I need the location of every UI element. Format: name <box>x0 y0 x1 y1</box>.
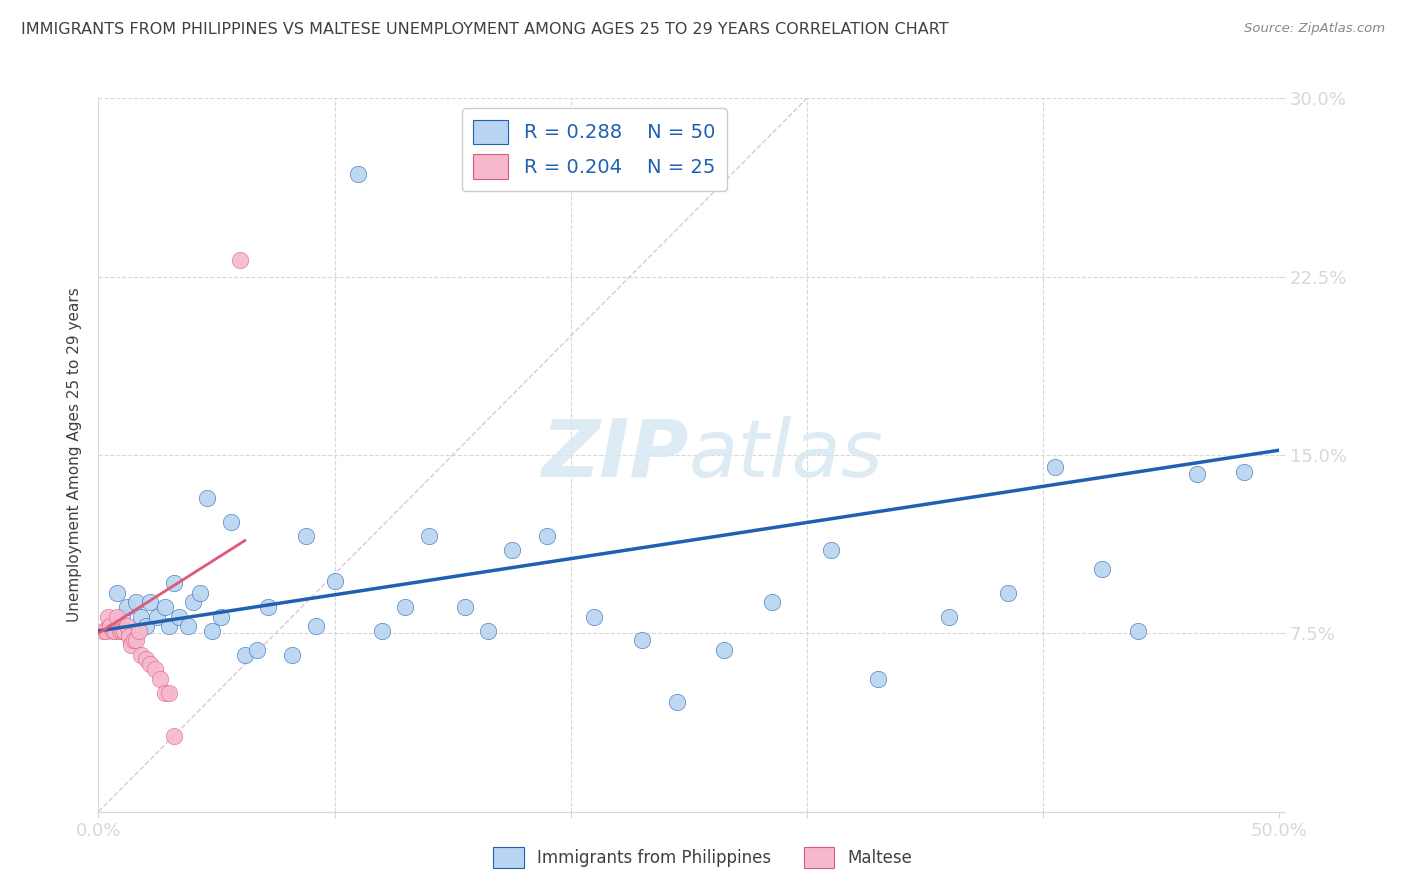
Point <box>157 619 180 633</box>
Point <box>129 648 152 662</box>
Point <box>129 609 152 624</box>
Legend: R = 0.288    N = 50, R = 0.204    N = 25: R = 0.288 N = 50, R = 0.204 N = 25 <box>461 108 727 191</box>
Point <box>118 629 141 643</box>
Point <box>195 491 218 505</box>
Point <box>1043 459 1066 474</box>
Point <box>153 686 176 700</box>
Y-axis label: Unemployment Among Ages 25 to 29 years: Unemployment Among Ages 25 to 29 years <box>66 287 82 623</box>
Point <box>713 643 735 657</box>
Point <box>108 624 131 638</box>
Point <box>153 600 176 615</box>
Point <box>938 609 960 624</box>
Point <box>233 648 256 662</box>
Point <box>163 729 186 743</box>
Point <box>105 586 128 600</box>
Point <box>128 624 150 638</box>
Point <box>115 600 138 615</box>
Point <box>125 595 148 609</box>
Point <box>219 515 242 529</box>
Point <box>630 633 652 648</box>
Point <box>305 619 328 633</box>
Point <box>1233 465 1256 479</box>
Point <box>111 609 134 624</box>
Text: atlas: atlas <box>689 416 884 494</box>
Point <box>347 167 370 181</box>
Point <box>135 619 157 633</box>
Text: ZIP: ZIP <box>541 416 689 494</box>
Point <box>91 624 114 638</box>
Point <box>121 633 143 648</box>
Point <box>125 633 148 648</box>
Point <box>115 619 138 633</box>
Point <box>501 543 523 558</box>
Point <box>167 609 190 624</box>
Point <box>122 633 145 648</box>
Point <box>453 600 475 615</box>
Point <box>866 672 889 686</box>
Point <box>201 624 224 638</box>
Point <box>111 624 134 638</box>
Point <box>181 595 204 609</box>
Point <box>139 657 162 672</box>
Point <box>98 619 121 633</box>
Point <box>143 662 166 676</box>
Point <box>394 600 416 615</box>
Point <box>229 252 252 267</box>
Point <box>761 595 783 609</box>
Point <box>371 624 394 638</box>
Point <box>188 586 211 600</box>
Text: IMMIGRANTS FROM PHILIPPINES VS MALTESE UNEMPLOYMENT AMONG AGES 25 TO 29 YEARS CO: IMMIGRANTS FROM PHILIPPINES VS MALTESE U… <box>21 22 949 37</box>
Point <box>101 624 124 638</box>
Point <box>139 595 162 609</box>
Point <box>1185 467 1208 481</box>
Point <box>97 609 120 624</box>
Point <box>146 609 169 624</box>
Point <box>163 576 186 591</box>
Point <box>666 695 689 709</box>
Point <box>418 529 440 543</box>
Point <box>583 609 606 624</box>
Point <box>246 643 269 657</box>
Point <box>104 624 127 638</box>
Text: Source: ZipAtlas.com: Source: ZipAtlas.com <box>1244 22 1385 36</box>
Point <box>135 652 157 666</box>
Point <box>536 529 558 543</box>
Point <box>112 624 135 638</box>
Point <box>281 648 304 662</box>
Point <box>177 619 200 633</box>
Point <box>105 609 128 624</box>
Point <box>295 529 318 543</box>
Point <box>323 574 346 588</box>
Point <box>997 586 1019 600</box>
Point <box>209 609 232 624</box>
Point <box>477 624 499 638</box>
Point <box>820 543 842 558</box>
Point <box>257 600 280 615</box>
Point <box>1126 624 1149 638</box>
Point <box>121 638 143 652</box>
Point <box>157 686 180 700</box>
Point <box>1091 562 1114 576</box>
Legend: Immigrants from Philippines, Maltese: Immigrants from Philippines, Maltese <box>486 840 920 875</box>
Point <box>94 624 117 638</box>
Point <box>149 672 172 686</box>
Point <box>98 619 121 633</box>
